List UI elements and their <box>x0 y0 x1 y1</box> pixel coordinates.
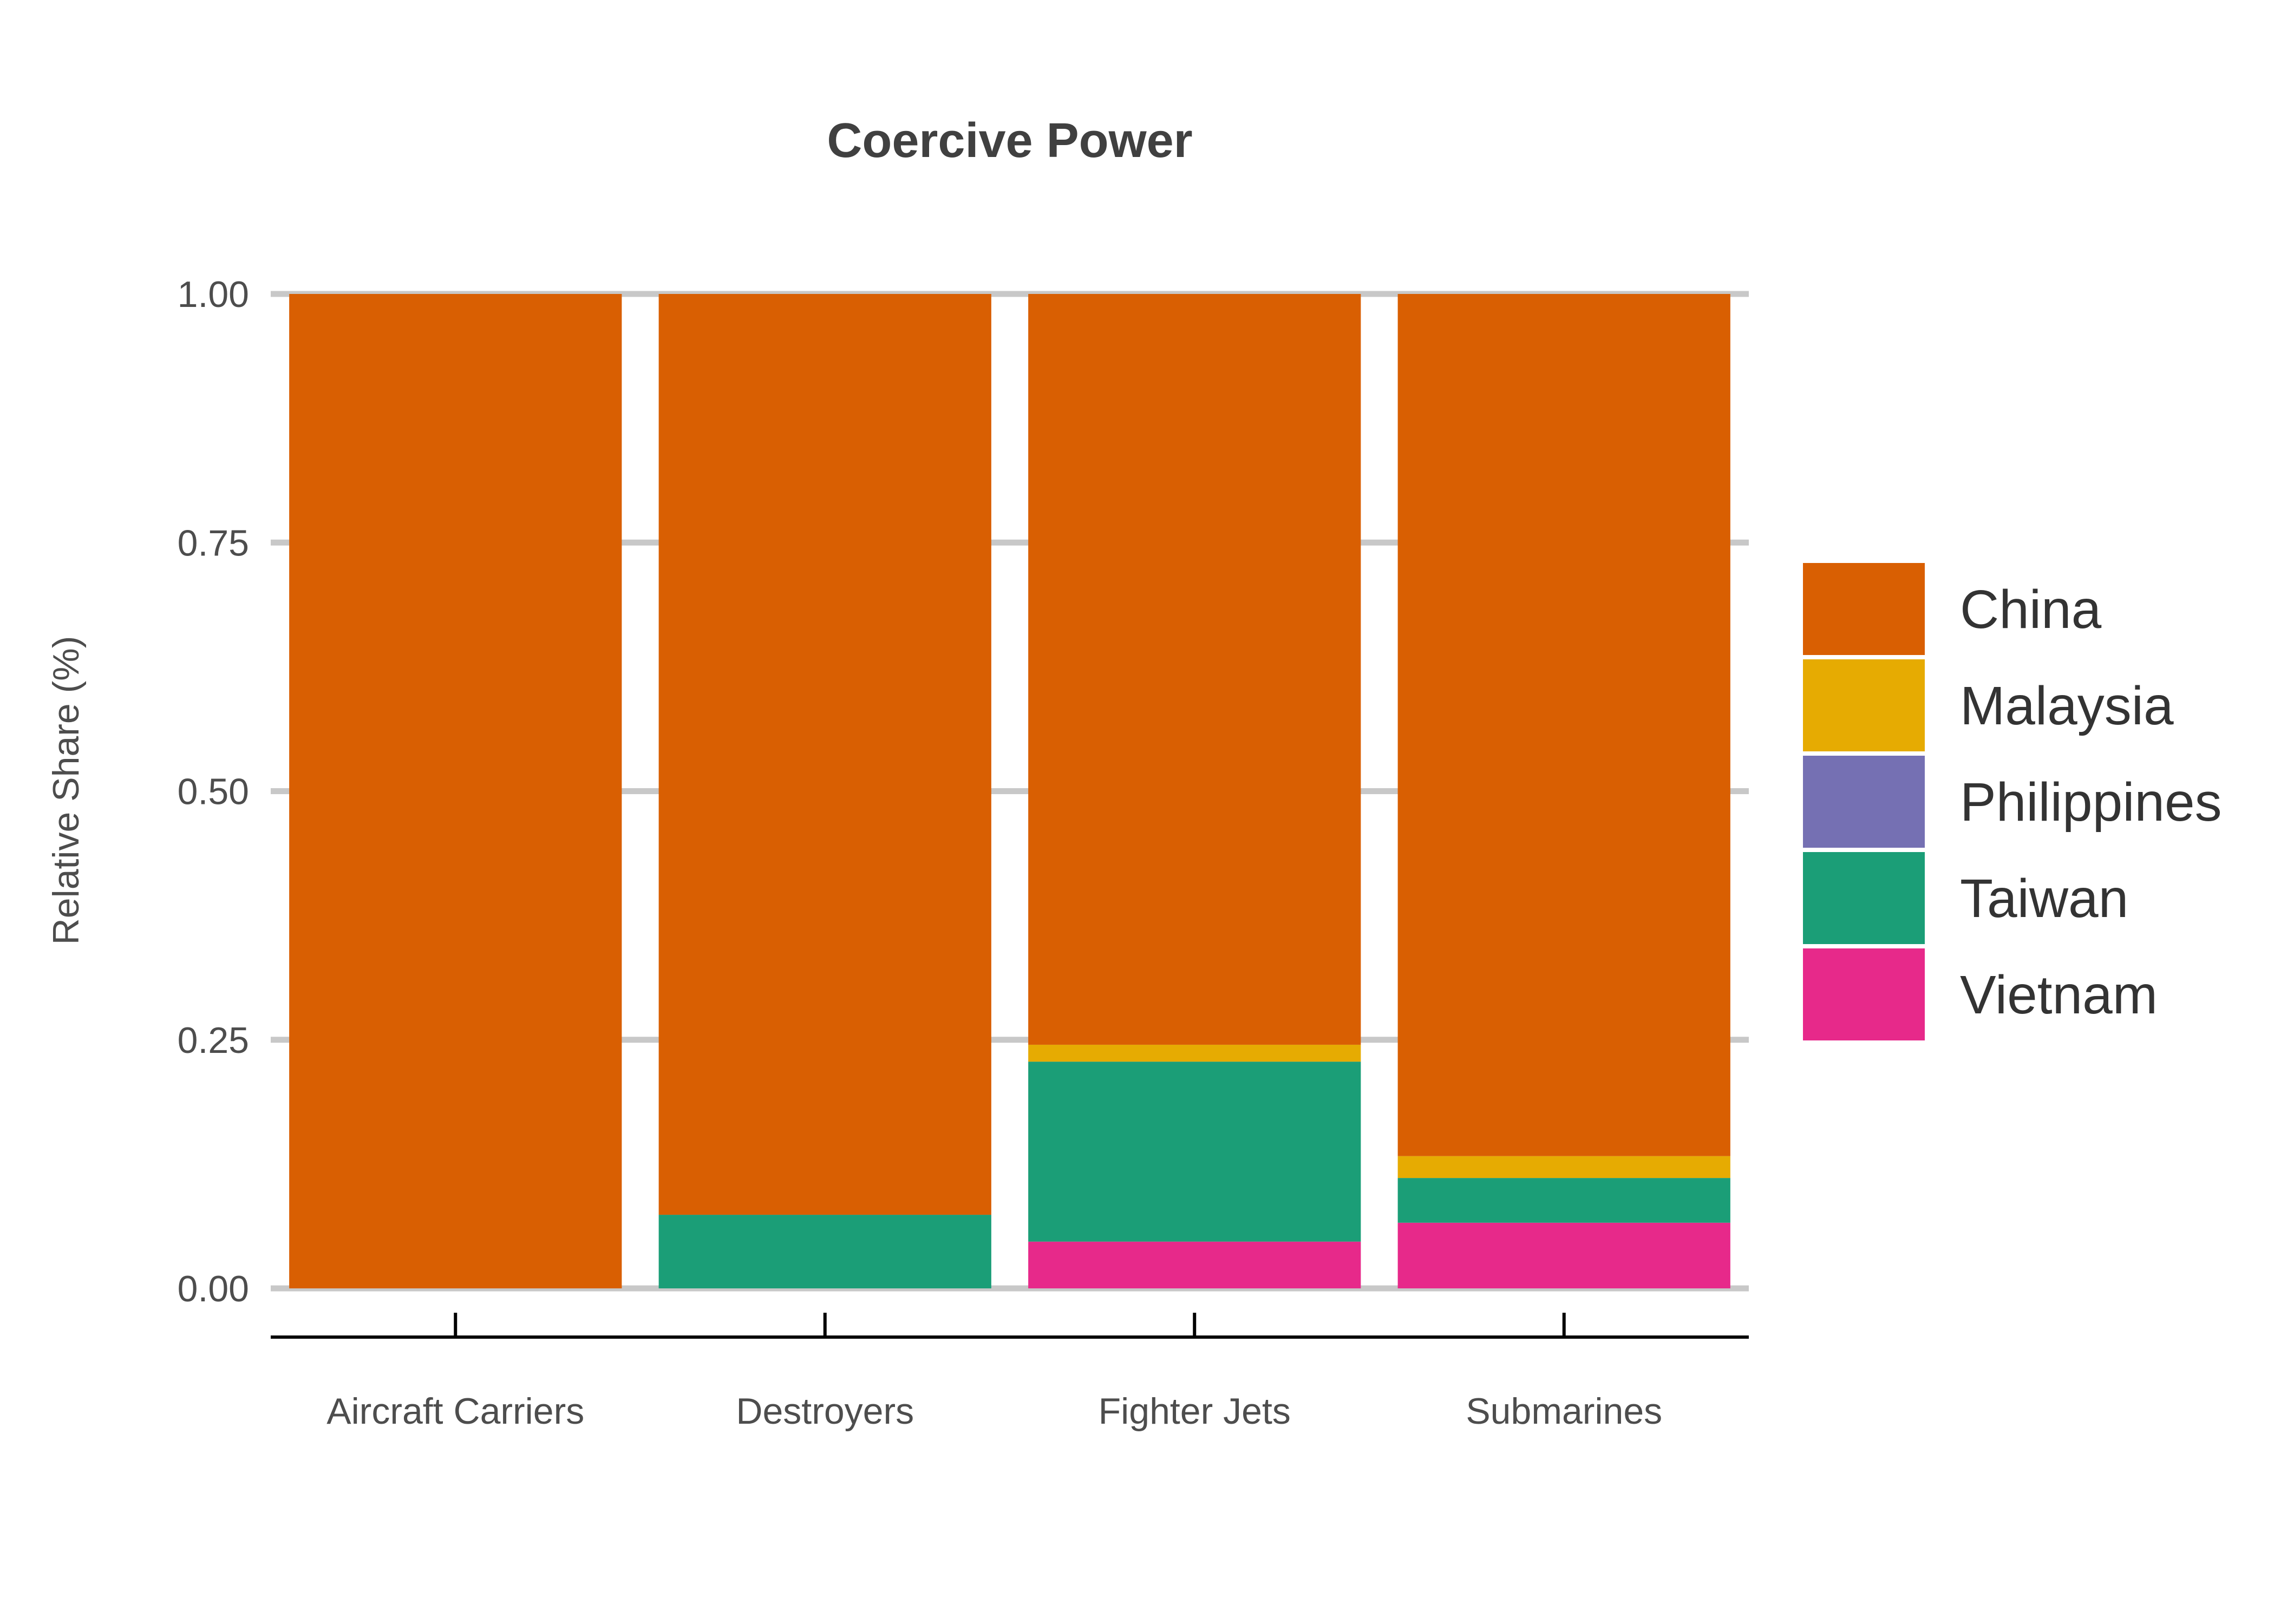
bar-aircraft-carriers-china <box>289 294 622 1288</box>
x-axis: Aircraft Carriers Destroyers Fighter Jets S… <box>271 1313 1749 1432</box>
legend-swatch-vietnam <box>1803 948 1925 1040</box>
bar-destroyers-taiwan <box>658 1215 991 1288</box>
bar-fighter-jets-vietnam <box>1028 1241 1361 1288</box>
legend-swatch-china <box>1803 563 1925 655</box>
y-tick-label: 0.25 <box>178 1020 249 1061</box>
x-tick-label-submarines: Submarines <box>1466 1391 1662 1432</box>
x-tick-label-aircraft-carriers: Aircraft Carriers <box>326 1391 584 1432</box>
bar-fighter-jets-taiwan <box>1028 1062 1361 1242</box>
legend-swatch-philippines <box>1803 756 1925 848</box>
legend-swatch-malaysia <box>1803 659 1925 751</box>
legend-label-philippines: Philippines <box>1960 772 2222 833</box>
legend-label-vietnam: Vietnam <box>1960 965 2158 1025</box>
bar-fighter-jets-malaysia <box>1028 1044 1361 1062</box>
legend: China Malaysia Philippines Taiwan Vietnam <box>1803 563 2222 1040</box>
y-tick-label: 0.75 <box>178 522 249 564</box>
y-tick-label: 0.50 <box>178 771 249 813</box>
legend-label-malaysia: Malaysia <box>1960 676 2174 736</box>
y-tick-label: 1.00 <box>178 274 249 315</box>
legend-label-china: China <box>1960 579 2102 640</box>
y-tick-label: 0.00 <box>178 1268 249 1309</box>
bar-destroyers-china <box>658 294 991 1215</box>
x-tick-label-fighter-jets: Fighter Jets <box>1099 1391 1291 1432</box>
bar-fighter-jets-china <box>1028 294 1361 1045</box>
bar-submarines-malaysia <box>1397 1156 1730 1178</box>
y-axis-tick-labels: 0.00 0.25 0.50 0.75 1.00 <box>178 274 249 1309</box>
chart-title: Coercive Power <box>827 114 1192 168</box>
x-tick-label-destroyers: Destroyers <box>736 1391 914 1432</box>
bar-submarines-china <box>1397 294 1730 1156</box>
bar-submarines-vietnam <box>1397 1222 1730 1288</box>
legend-label-taiwan: Taiwan <box>1960 868 2128 929</box>
legend-swatch-taiwan <box>1803 852 1925 944</box>
bars <box>289 294 1730 1288</box>
y-axis-title: Relative Share (%) <box>45 636 87 945</box>
bar-submarines-taiwan <box>1397 1178 1730 1223</box>
